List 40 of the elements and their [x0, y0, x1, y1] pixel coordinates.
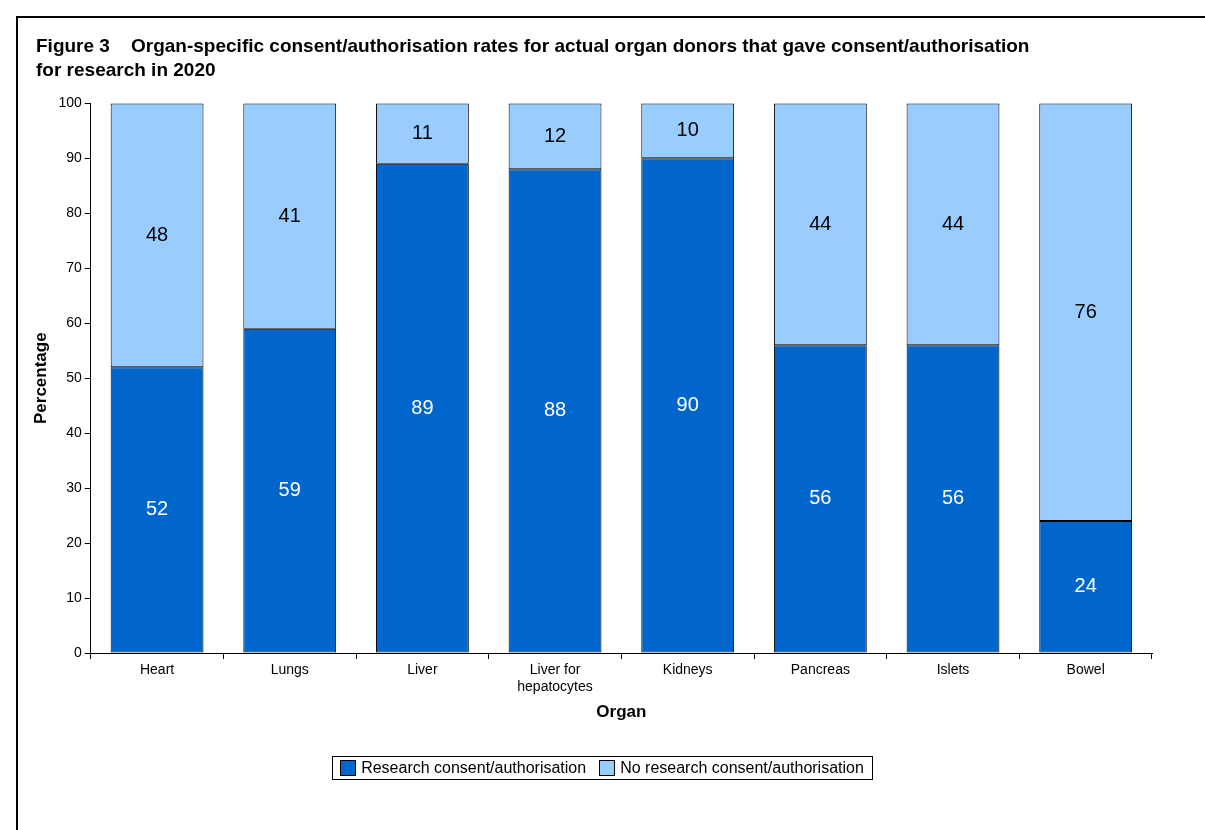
- y-tick-label: 50: [66, 369, 82, 386]
- x-tick-label: Pancreas: [790, 661, 850, 678]
- legend-label: No research consent/authorisation: [620, 759, 864, 777]
- data-label: 41: [278, 203, 301, 226]
- data-label: 90: [676, 392, 699, 415]
- x-tick-label: Heart: [139, 661, 175, 678]
- x-axis-title: Organ: [596, 702, 647, 722]
- y-tick-label: 40: [66, 424, 82, 441]
- data-label: 52: [145, 497, 169, 520]
- x-tick-label: Lungs: [270, 661, 309, 678]
- data-label: 12: [543, 123, 567, 146]
- data-label: 76: [1074, 299, 1097, 322]
- y-tick-label: 10: [66, 588, 82, 605]
- y-tick-label: 80: [66, 204, 82, 221]
- x-tick-label: Liver: [407, 661, 438, 678]
- data-label: 10: [676, 118, 699, 141]
- x-tick-label: Kidneys: [662, 661, 713, 678]
- data-label: 11: [412, 121, 433, 144]
- y-tick-label: 0: [73, 643, 82, 660]
- y-tick-label: 70: [66, 259, 82, 276]
- x-tick-label: Liver for hepatocytes: [517, 661, 593, 695]
- data-label: 59: [278, 478, 301, 501]
- data-label: 88: [543, 398, 567, 421]
- y-tick-label: 60: [66, 314, 82, 331]
- y-axis-title: Percentage: [30, 332, 50, 425]
- x-tick-label: Bowel: [1066, 661, 1105, 678]
- data-label: 89: [411, 395, 434, 418]
- data-label: 24: [1074, 574, 1097, 597]
- y-tick-label: 100: [58, 94, 82, 111]
- x-tick-label: Islets: [936, 661, 970, 678]
- y-tick-label: 30: [66, 478, 82, 495]
- data-label: 48: [145, 222, 169, 245]
- y-tick-label: 90: [66, 149, 82, 166]
- data-label: 56: [941, 486, 965, 509]
- y-tick-label: 20: [66, 533, 82, 550]
- data-label: 44: [941, 211, 965, 234]
- data-label: 56: [809, 486, 832, 509]
- data-label: 44: [809, 211, 832, 234]
- chart-title: Figure 3 Organ-specific consent/authorisation rates for actual organ donors that gave consent/authorisation for research in 2020: [36, 34, 1031, 82]
- legend-label: Research consent/authorisation: [361, 759, 587, 777]
